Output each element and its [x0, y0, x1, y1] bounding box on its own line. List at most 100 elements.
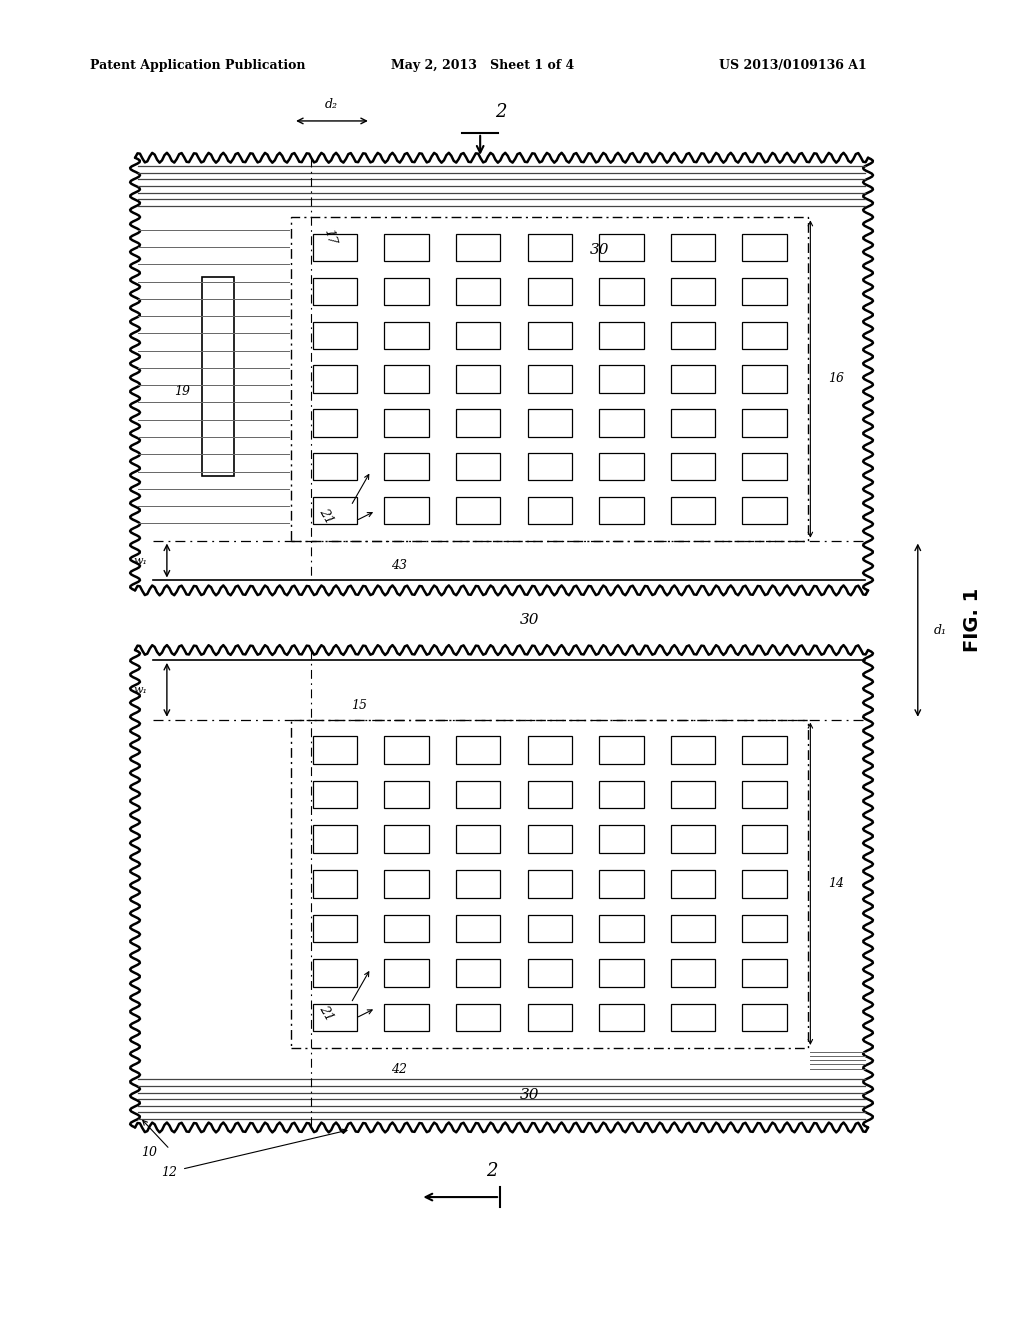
Bar	[312, 737, 357, 764]
Bar	[671, 498, 715, 524]
Bar	[671, 915, 715, 942]
Text: 16: 16	[828, 372, 844, 385]
Text: 42: 42	[391, 1063, 407, 1076]
Bar	[384, 870, 429, 898]
Text: 30: 30	[590, 243, 609, 257]
Bar	[599, 870, 644, 898]
Text: w₁: w₁	[133, 556, 147, 565]
Bar	[384, 915, 429, 942]
Text: d₂: d₂	[325, 98, 338, 111]
Bar	[384, 1003, 429, 1031]
Text: 30: 30	[520, 614, 540, 627]
Bar	[312, 322, 357, 348]
Bar	[742, 825, 786, 853]
Bar	[456, 234, 501, 261]
Bar	[742, 960, 786, 987]
Bar	[384, 366, 429, 392]
Bar	[599, 322, 644, 348]
Bar	[456, 737, 501, 764]
Bar	[312, 234, 357, 261]
Bar	[671, 409, 715, 437]
Text: w₁: w₁	[133, 685, 147, 694]
Bar	[527, 453, 572, 480]
Bar	[599, 915, 644, 942]
Bar	[742, 870, 786, 898]
Text: 43: 43	[391, 558, 407, 572]
Bar	[456, 825, 501, 853]
Bar	[599, 780, 644, 808]
Bar	[384, 498, 429, 524]
Text: 12: 12	[161, 1166, 177, 1179]
Bar	[671, 960, 715, 987]
Bar	[742, 1003, 786, 1031]
Bar	[742, 322, 786, 348]
Bar	[599, 960, 644, 987]
Bar	[527, 234, 572, 261]
Text: 15: 15	[351, 698, 367, 711]
Text: 21: 21	[316, 1003, 336, 1023]
Bar	[456, 780, 501, 808]
Text: 30: 30	[520, 1088, 540, 1102]
Bar	[456, 277, 501, 305]
Text: 2: 2	[495, 103, 507, 121]
Bar	[742, 498, 786, 524]
Bar	[456, 453, 501, 480]
Bar	[599, 409, 644, 437]
Bar	[527, 915, 572, 942]
Bar	[312, 453, 357, 480]
Bar	[671, 366, 715, 392]
Bar	[456, 322, 501, 348]
Text: 2: 2	[486, 1162, 498, 1180]
Bar	[599, 825, 644, 853]
Text: US 2013/0109136 A1: US 2013/0109136 A1	[719, 59, 866, 71]
Bar	[527, 322, 572, 348]
Bar	[527, 1003, 572, 1031]
Bar	[527, 498, 572, 524]
Bar	[456, 366, 501, 392]
Text: 21: 21	[316, 506, 336, 525]
Bar	[384, 960, 429, 987]
Bar	[291, 719, 808, 1048]
Bar	[527, 366, 572, 392]
Text: May 2, 2013   Sheet 1 of 4: May 2, 2013 Sheet 1 of 4	[391, 59, 573, 71]
Bar	[527, 780, 572, 808]
Bar	[312, 277, 357, 305]
Text: Patent Application Publication: Patent Application Publication	[90, 59, 306, 71]
Bar	[671, 277, 715, 305]
Bar	[384, 234, 429, 261]
Bar	[742, 277, 786, 305]
Bar	[742, 453, 786, 480]
Text: 10: 10	[141, 1146, 157, 1159]
Bar	[599, 1003, 644, 1031]
Bar	[312, 498, 357, 524]
Bar	[312, 825, 357, 853]
Bar	[527, 960, 572, 987]
Bar	[312, 409, 357, 437]
Bar	[599, 366, 644, 392]
Bar	[456, 960, 501, 987]
Bar	[312, 870, 357, 898]
Bar	[384, 453, 429, 480]
Bar	[384, 825, 429, 853]
Bar	[384, 780, 429, 808]
Bar	[742, 409, 786, 437]
Bar	[527, 409, 572, 437]
Bar	[527, 277, 572, 305]
Bar	[742, 915, 786, 942]
Bar	[599, 498, 644, 524]
Bar	[384, 737, 429, 764]
Bar	[671, 234, 715, 261]
Bar	[202, 277, 233, 477]
Text: FIG. 1: FIG. 1	[963, 589, 982, 652]
Bar	[312, 780, 357, 808]
Bar	[742, 234, 786, 261]
Bar	[456, 870, 501, 898]
Bar	[384, 322, 429, 348]
Bar	[456, 915, 501, 942]
Bar	[527, 825, 572, 853]
Text: d₁: d₁	[934, 623, 947, 636]
Bar	[384, 277, 429, 305]
Text: 17: 17	[322, 227, 338, 246]
Bar	[456, 1003, 501, 1031]
Bar	[312, 366, 357, 392]
